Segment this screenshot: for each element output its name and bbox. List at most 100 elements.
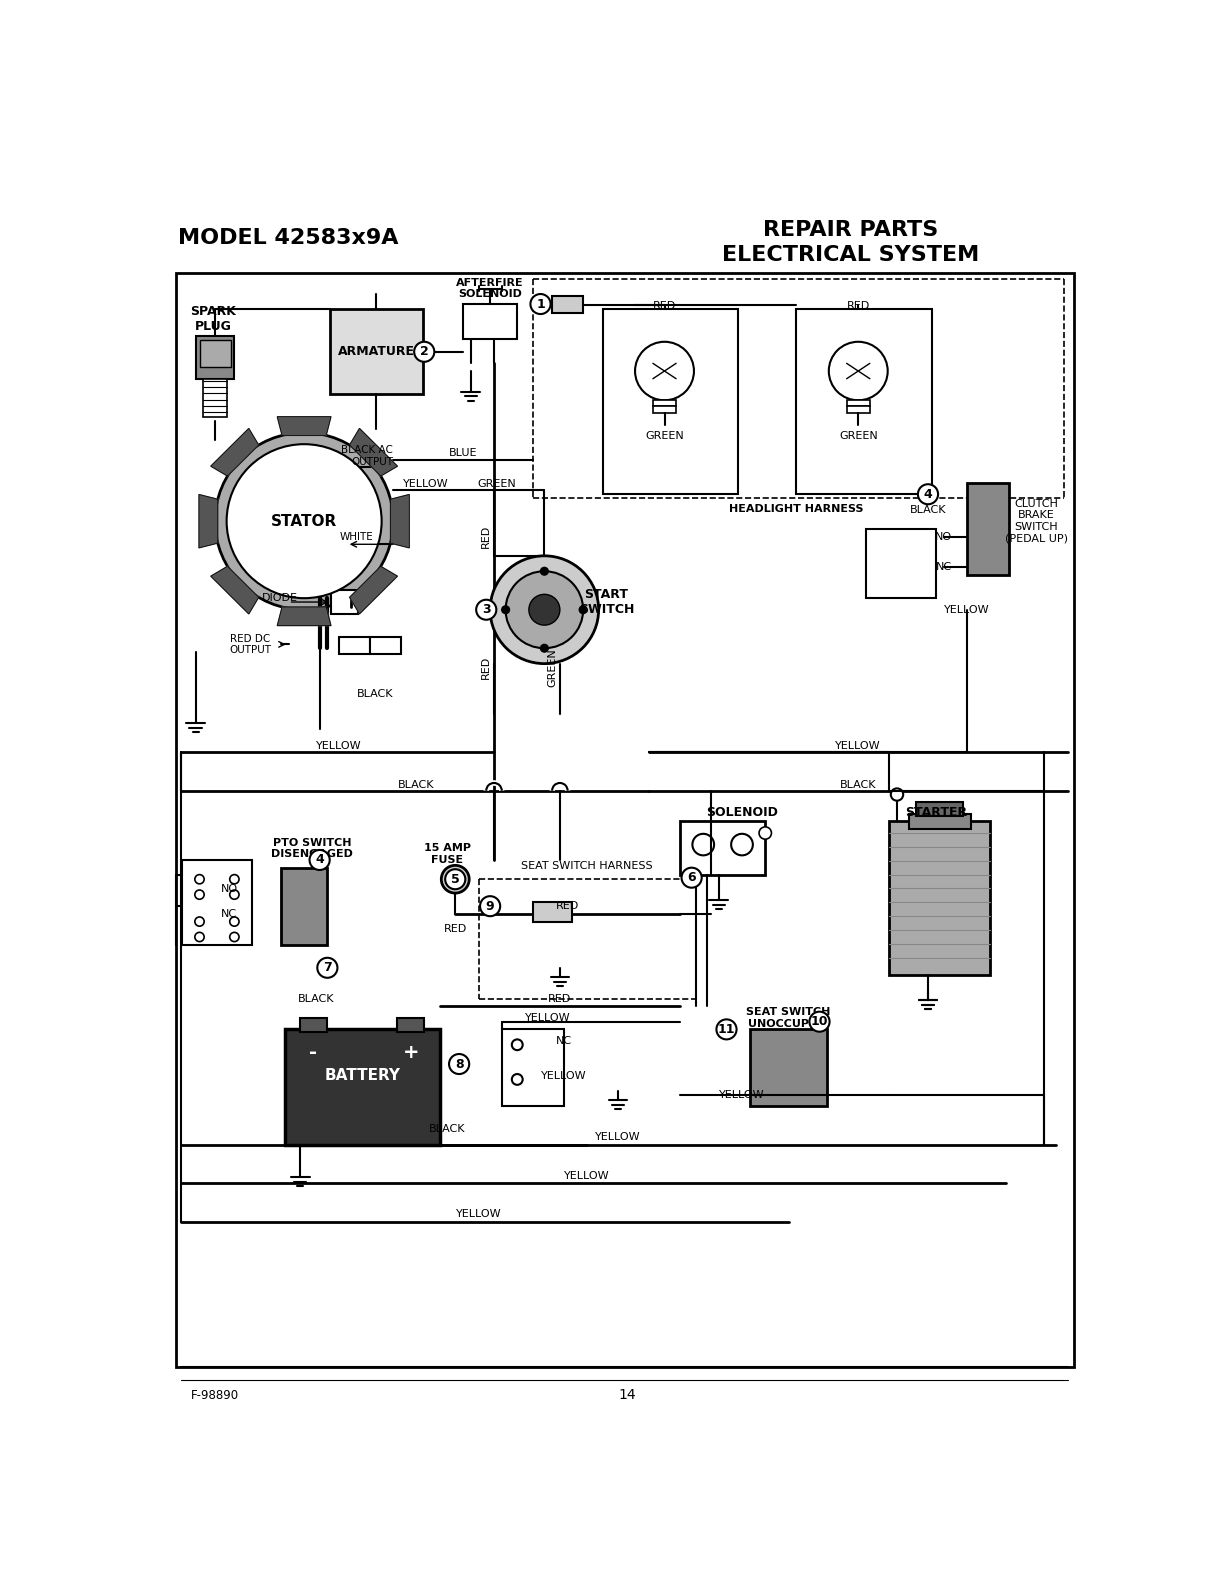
- Circle shape: [490, 556, 599, 664]
- Bar: [370, 637, 401, 654]
- Text: HEADLIGHT HARNESS: HEADLIGHT HARNESS: [730, 504, 863, 513]
- Circle shape: [682, 868, 701, 887]
- Circle shape: [693, 833, 714, 855]
- Text: GREEN: GREEN: [477, 480, 515, 489]
- Circle shape: [195, 917, 204, 927]
- Circle shape: [716, 1020, 737, 1039]
- Text: RED: RED: [847, 301, 870, 310]
- Circle shape: [215, 432, 393, 610]
- Text: NC: NC: [220, 909, 237, 919]
- Text: STARTER: STARTER: [905, 806, 967, 819]
- Bar: [750, 1030, 827, 1106]
- Text: CLUTCH
BRAKE
SWITCH
(PEDAL UP): CLUTCH BRAKE SWITCH (PEDAL UP): [1005, 499, 1069, 543]
- Circle shape: [635, 342, 694, 401]
- Circle shape: [310, 851, 329, 870]
- Circle shape: [230, 933, 239, 941]
- Text: BLACK: BLACK: [398, 779, 435, 789]
- Text: 14: 14: [618, 1388, 636, 1402]
- Polygon shape: [350, 428, 398, 477]
- Text: BLACK: BLACK: [840, 779, 876, 789]
- Text: GREEN: GREEN: [645, 431, 684, 442]
- Text: YELLOW: YELLOW: [525, 1012, 572, 1023]
- Bar: [602, 309, 738, 494]
- Circle shape: [541, 567, 548, 575]
- Bar: [176, 272, 1073, 1367]
- Text: MODEL 42583x9A: MODEL 42583x9A: [179, 228, 399, 247]
- Text: AFTERFIRE
SOLENOID: AFTERFIRE SOLENOID: [457, 277, 524, 299]
- Text: YELLOW: YELLOW: [316, 741, 362, 751]
- Circle shape: [512, 1074, 523, 1085]
- Circle shape: [529, 594, 559, 626]
- Bar: [203, 379, 226, 417]
- Text: BLACK: BLACK: [909, 505, 946, 515]
- Bar: [285, 1030, 439, 1145]
- Text: START: START: [584, 588, 628, 600]
- Text: 3: 3: [482, 604, 491, 616]
- Circle shape: [891, 789, 903, 800]
- Circle shape: [530, 295, 551, 314]
- Text: 2: 2: [420, 345, 428, 358]
- Bar: [300, 1019, 327, 1031]
- Text: RED DC
OUTPUT: RED DC OUTPUT: [229, 634, 271, 656]
- Text: NC: NC: [935, 562, 951, 572]
- Bar: [847, 401, 870, 407]
- Bar: [329, 309, 422, 394]
- Text: 4: 4: [924, 488, 933, 501]
- Text: YELLOW: YELLOW: [836, 741, 881, 751]
- Circle shape: [506, 572, 583, 648]
- Text: BLACK: BLACK: [297, 993, 334, 1004]
- Polygon shape: [390, 494, 409, 548]
- Text: RED: RED: [652, 301, 676, 310]
- Bar: [200, 341, 230, 367]
- Polygon shape: [278, 607, 330, 626]
- Circle shape: [541, 645, 548, 653]
- Bar: [967, 483, 1010, 575]
- Text: RED: RED: [443, 925, 466, 935]
- Text: SPARK
PLUG: SPARK PLUG: [191, 306, 236, 334]
- Bar: [280, 868, 327, 944]
- Circle shape: [226, 444, 382, 599]
- Text: RED: RED: [481, 656, 491, 680]
- Text: -: -: [310, 1042, 317, 1061]
- Circle shape: [195, 933, 204, 941]
- Text: GREEN: GREEN: [838, 431, 878, 442]
- Circle shape: [918, 485, 938, 504]
- Text: YELLOW: YELLOW: [403, 480, 449, 489]
- Text: 15 AMP
FUSE: 15 AMP FUSE: [424, 843, 471, 865]
- Bar: [463, 304, 518, 339]
- Text: DIODE: DIODE: [262, 592, 297, 604]
- Bar: [797, 309, 931, 494]
- Text: YELLOW: YELLOW: [595, 1133, 641, 1142]
- Bar: [532, 903, 572, 922]
- Text: NC: NC: [556, 1036, 572, 1045]
- Circle shape: [317, 958, 338, 977]
- Circle shape: [195, 874, 204, 884]
- Circle shape: [414, 342, 435, 361]
- Bar: [917, 802, 963, 816]
- Bar: [890, 822, 990, 976]
- Text: F-98890: F-98890: [191, 1389, 239, 1402]
- Text: SOLENOID: SOLENOID: [706, 806, 778, 819]
- Circle shape: [442, 865, 469, 893]
- Text: BLUE: BLUE: [449, 448, 477, 458]
- Text: SEAT SWITCH HARNESS: SEAT SWITCH HARNESS: [521, 862, 652, 871]
- Bar: [847, 407, 870, 412]
- Text: ELECTRICAL SYSTEM: ELECTRICAL SYSTEM: [722, 246, 979, 265]
- Circle shape: [731, 833, 753, 855]
- Text: GREEN: GREEN: [547, 648, 557, 687]
- Bar: [339, 637, 370, 654]
- Text: YELLOW: YELLOW: [455, 1209, 502, 1220]
- Polygon shape: [278, 417, 330, 436]
- Bar: [182, 860, 252, 944]
- Text: 5: 5: [450, 873, 460, 885]
- Text: BATTERY: BATTERY: [324, 1068, 400, 1083]
- Text: 9: 9: [486, 900, 494, 912]
- Polygon shape: [338, 597, 350, 607]
- Text: 10: 10: [810, 1015, 829, 1028]
- Text: 11: 11: [717, 1023, 736, 1036]
- Bar: [552, 296, 583, 314]
- Text: 6: 6: [688, 871, 696, 884]
- Text: ARMATURE: ARMATURE: [338, 345, 415, 358]
- Text: SWITCH: SWITCH: [579, 604, 634, 616]
- Circle shape: [230, 890, 239, 900]
